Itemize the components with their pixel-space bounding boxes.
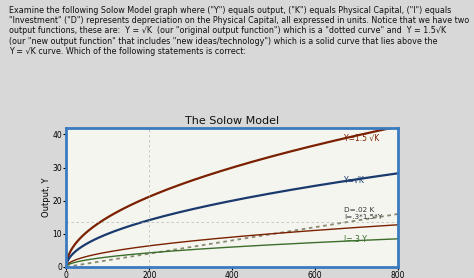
Text: Examine the following Solow Model graph where ("Y") equals output, ("K") equals : Examine the following Solow Model graph … (9, 6, 470, 56)
Text: Y=1.5 √K: Y=1.5 √K (344, 133, 380, 142)
Title: The Solow Model: The Solow Model (185, 116, 279, 126)
Text: D=.02 K
I=.3*1.5*Y: D=.02 K I=.3*1.5*Y (344, 207, 383, 220)
Y-axis label: Output, Y: Output, Y (42, 178, 51, 217)
Text: I=.3 Y: I=.3 Y (344, 235, 367, 244)
Text: Y=√K: Y=√K (344, 176, 365, 185)
